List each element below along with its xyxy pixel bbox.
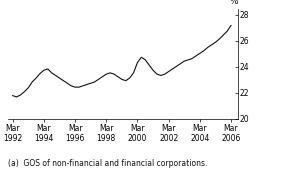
Text: %: % (229, 0, 238, 6)
Text: (a)  GOS of non-financial and financial corporations.: (a) GOS of non-financial and financial c… (8, 159, 208, 168)
